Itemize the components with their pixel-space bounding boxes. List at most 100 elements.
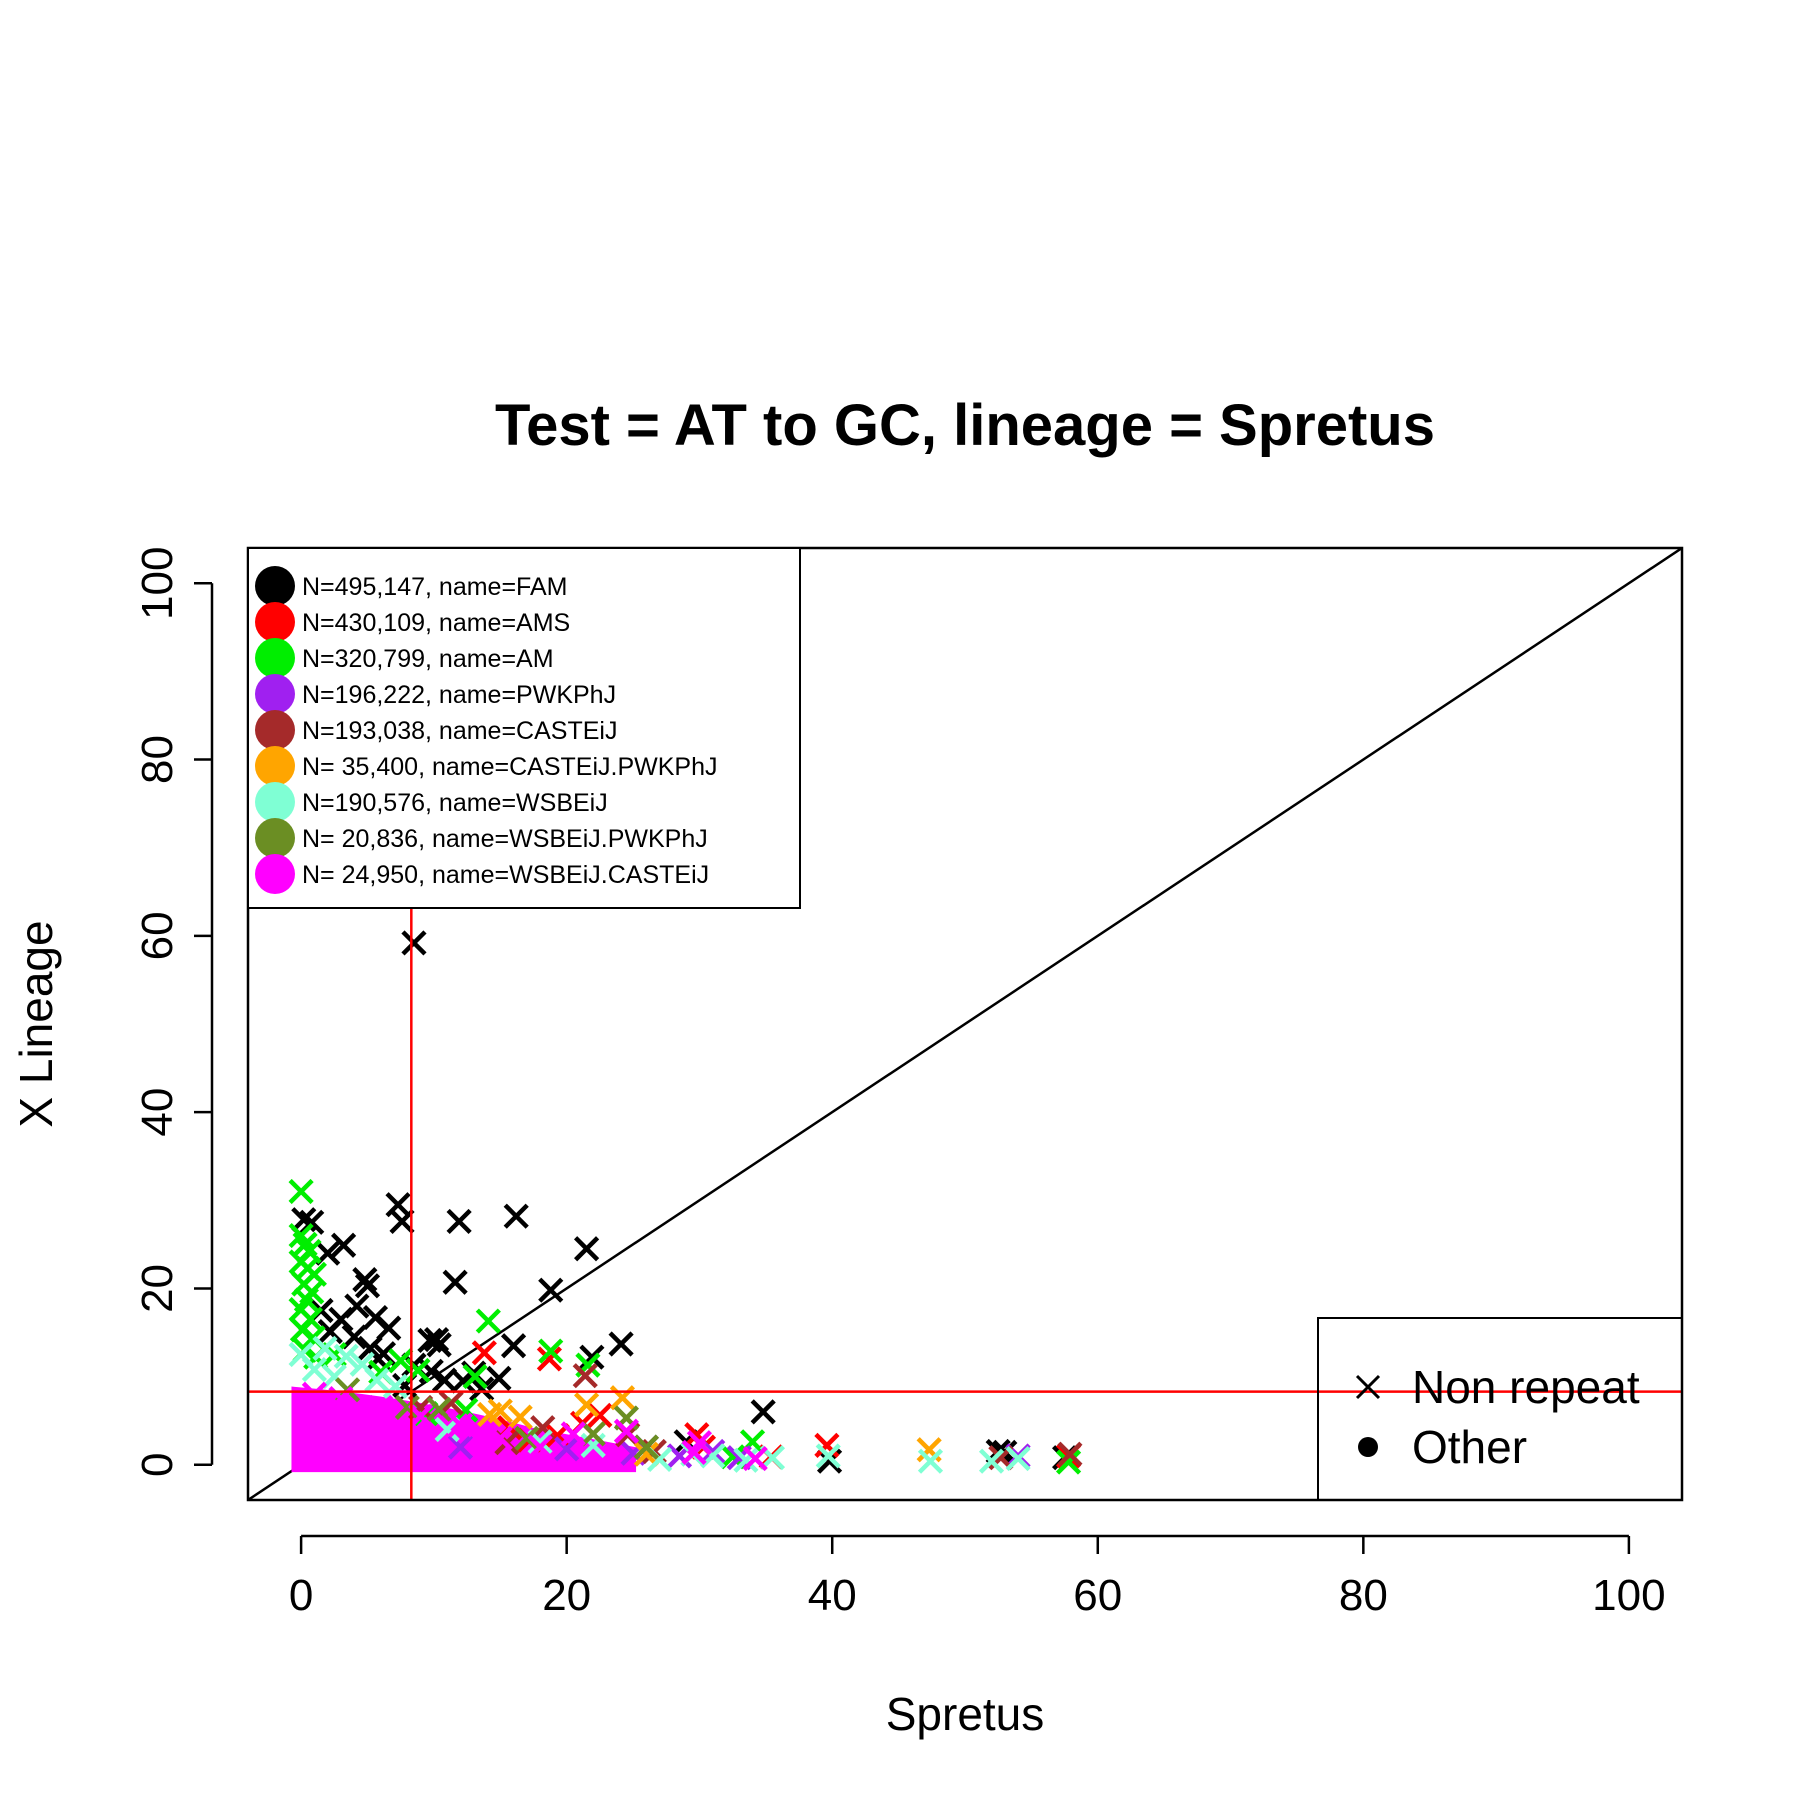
series-FAM xyxy=(291,930,1078,1474)
point-FAM-33 xyxy=(486,1365,512,1391)
group-legend: N=495,147, name=FAM N=430,109, name=AMS N=… xyxy=(247,547,801,909)
y-tick-label-4: 80 xyxy=(133,735,182,784)
point-AMS-1 xyxy=(536,1346,562,1372)
x-tick-label-0: 0 xyxy=(289,1571,313,1620)
point-FAM-18 xyxy=(317,1319,343,1345)
marker-legend-label-1: Other xyxy=(1412,1421,1527,1473)
point-FAM-36 xyxy=(750,1399,776,1425)
point-FAM-13 xyxy=(538,1277,564,1303)
marker-legend-dot-icon xyxy=(1358,1437,1378,1457)
legend-label-4: N=193,038, name=CASTEiJ xyxy=(302,717,617,745)
point-WSBEiJ.CASTEiJ-3 xyxy=(613,1418,640,1444)
point-WSBEiJ.PWKPhJ-5 xyxy=(394,1394,420,1421)
legend-swatch-5 xyxy=(255,746,295,786)
point-AM-22 xyxy=(453,1397,479,1423)
point-FAM-17 xyxy=(376,1315,402,1341)
x-tick-label-3: 60 xyxy=(1073,1571,1122,1620)
marker-legend: Non repeat Other xyxy=(1317,1317,1683,1501)
legend-swatch-2 xyxy=(255,638,295,678)
y-tick-label-0: 0 xyxy=(133,1452,182,1476)
point-FAM-0 xyxy=(401,930,427,956)
point-FAM-11 xyxy=(354,1273,381,1299)
point-WSBEiJ.PWKPhJ-4 xyxy=(514,1425,540,1451)
point-FAM-25 xyxy=(423,1326,450,1353)
point-WSBEiJ-11 xyxy=(917,1448,944,1474)
point-WSBEiJ.PWKPhJ-1 xyxy=(580,1421,606,1447)
point-PWKPhJ-3 xyxy=(554,1436,580,1462)
point-WSBEiJ-19 xyxy=(301,1356,327,1383)
axes: 0 20 40 60 80 100 0 20 40 60 80 100 xyxy=(133,547,1666,1620)
plot-frame xyxy=(246,546,1684,1502)
point-AM-25 xyxy=(1055,1449,1082,1475)
point-AM-23 xyxy=(462,1364,488,1390)
x-axis-label: Spretus xyxy=(886,1688,1045,1740)
legend-label-8: N= 24,950, name=WSBEiJ.CASTEiJ xyxy=(302,861,709,889)
point-WSBEiJ.CASTEiJ-4 xyxy=(560,1421,586,1447)
point-FAM-7 xyxy=(331,1232,357,1258)
point-CASTEiJ-5 xyxy=(1057,1441,1083,1467)
point-FAM-4 xyxy=(389,1208,415,1235)
data-layer xyxy=(248,548,1682,1500)
point-FAM-9 xyxy=(573,1236,600,1262)
point-WSBEiJ.PWKPhJ-3 xyxy=(633,1434,659,1460)
series-CASTEiJ.PWKPhJ xyxy=(477,1385,942,1467)
series-WSBEiJ.CASTEiJ xyxy=(301,1381,768,1472)
point-FAM-35 xyxy=(469,1376,495,1402)
legend-swatch-4 xyxy=(255,710,295,750)
point-CASTEiJ.PWKPhJ-3 xyxy=(477,1401,503,1428)
point-WSBEiJ.CASTEiJ-5 xyxy=(527,1434,553,1460)
point-WSBEiJ.CASTEiJ-2 xyxy=(742,1445,768,1472)
marker-legend-box xyxy=(1317,1317,1683,1501)
point-WSBEiJ-13 xyxy=(1005,1445,1031,1472)
point-WSBEiJ-4 xyxy=(364,1367,390,1393)
x-tick-label-1: 20 xyxy=(542,1571,591,1620)
legend-label-7: N= 20,836, name=WSBEiJ.PWKPhJ xyxy=(302,825,708,853)
marker-legend-x-icon xyxy=(1355,1374,1381,1400)
point-FAM-5 xyxy=(503,1203,529,1229)
x-tick-label-5: 100 xyxy=(1592,1571,1665,1620)
point-FAM-44 xyxy=(344,1293,370,1319)
point-FAM-12 xyxy=(442,1269,468,1295)
legend-label-6: N=190,576, name=WSBEiJ xyxy=(302,789,608,817)
point-CASTEiJ.PWKPhJ-1 xyxy=(573,1392,600,1418)
legend-label-5: N= 35,400, name=CASTEiJ.PWKPhJ xyxy=(302,753,717,781)
x-tick-label-4: 80 xyxy=(1339,1571,1388,1620)
legend-swatch-6 xyxy=(255,782,295,822)
point-WSBEiJ-16 xyxy=(580,1432,606,1458)
point-FAM-10 xyxy=(352,1267,378,1293)
point-FAM-26 xyxy=(500,1333,527,1359)
legend-swatch-1 xyxy=(255,602,295,642)
point-WSBEiJ-8 xyxy=(733,1447,759,1473)
point-CASTEiJ.PWKPhJ-0 xyxy=(609,1385,636,1411)
point-CASTEiJ-0 xyxy=(572,1363,598,1389)
y-axis-label: X Lineage xyxy=(10,920,62,1127)
point-FAM-6 xyxy=(446,1208,472,1235)
point-WSBEiJ-1 xyxy=(312,1335,338,1361)
point-WSBEiJ-12 xyxy=(978,1448,1005,1474)
chart-title: Test = AT to GC, lineage = Spretus xyxy=(495,393,1435,458)
point-WSBEiJ.CASTEiJ-1 xyxy=(681,1439,707,1465)
point-CASTEiJ-1 xyxy=(438,1390,464,1416)
group-legend-box xyxy=(247,547,801,909)
point-WSBEiJ.PWKPhJ-2 xyxy=(426,1396,452,1422)
legend-label-1: N=430,109, name=AMS xyxy=(302,609,570,637)
point-WSBEiJ.CASTEiJ-11 xyxy=(301,1381,327,1407)
diagonal-reference-line xyxy=(248,548,1682,1500)
point-WSBEiJ-5 xyxy=(382,1373,408,1399)
point-WSBEiJ.CASTEiJ-6 xyxy=(487,1425,513,1451)
y-tick-label-1: 20 xyxy=(133,1264,182,1313)
point-FAM-27 xyxy=(608,1331,634,1357)
legend-label-2: N=320,799, name=AM xyxy=(302,645,554,673)
point-WSBEiJ.CASTEiJ-7 xyxy=(447,1412,474,1438)
point-WSBEiJ-10 xyxy=(815,1443,841,1469)
point-CASTEiJ.PWKPhJ-5 xyxy=(633,1441,659,1467)
point-AM-0 xyxy=(288,1178,314,1205)
point-AM-17 xyxy=(538,1338,564,1364)
group-legend-items: N=495,147, name=FAM N=430,109, name=AMS N=… xyxy=(255,566,717,894)
point-FAM-28 xyxy=(579,1344,605,1370)
point-AM-16 xyxy=(475,1308,501,1334)
point-WSBEiJ-2 xyxy=(333,1343,359,1369)
legend-swatch-8 xyxy=(255,854,295,894)
point-CASTEiJ.PWKPhJ-6 xyxy=(507,1404,533,1430)
